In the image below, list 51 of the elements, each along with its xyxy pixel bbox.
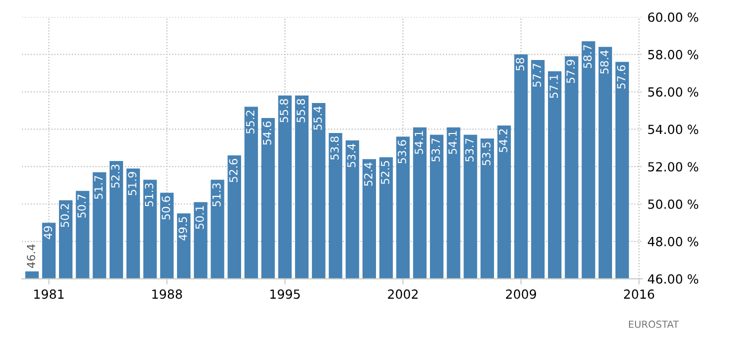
y-tick-label: 48.00 % bbox=[648, 236, 698, 246]
data-label: 49 bbox=[44, 226, 52, 240]
data-label: 54.2 bbox=[498, 129, 508, 152]
text: EUROSTAT bbox=[628, 320, 679, 328]
data-label: 51.9 bbox=[128, 172, 136, 196]
data-label: 52.5 bbox=[380, 161, 390, 184]
y-tick-label: 52.00 % bbox=[648, 162, 698, 172]
data-label: 58.4 bbox=[600, 50, 609, 74]
y-tick-label: 60.00 % bbox=[648, 12, 698, 22]
data-label: 55.8 bbox=[280, 99, 288, 122]
data-label: 52.6 bbox=[229, 158, 238, 182]
data-label: 52.4 bbox=[364, 162, 372, 186]
data-label: 57.1 bbox=[550, 75, 558, 98]
data-label: 46.4 bbox=[26, 244, 36, 268]
y-tick-label: 56.00 % bbox=[648, 87, 698, 97]
data-label: 55.2 bbox=[246, 110, 254, 134]
data-label: 54.1 bbox=[448, 131, 457, 154]
data-label: 49.5 bbox=[178, 217, 187, 240]
data-label: 57.7 bbox=[532, 64, 542, 87]
data-label: 58 bbox=[516, 58, 524, 70]
y-tick-label: 54.00 % bbox=[648, 124, 698, 134]
y-tick-label: 58.00 % bbox=[648, 50, 698, 60]
y-tick-label: 50.00 % bbox=[648, 199, 698, 209]
data-label: 58.7 bbox=[583, 45, 592, 68]
x-tick-label: 2002 bbox=[388, 289, 418, 299]
data-label: 50.2 bbox=[60, 204, 69, 227]
data-label: 55.8 bbox=[296, 99, 306, 122]
data-label: 51.7 bbox=[94, 176, 103, 199]
data-label: 53.4 bbox=[347, 144, 356, 168]
data-label: 50.6 bbox=[162, 196, 170, 220]
x-tick-label: 1995 bbox=[270, 289, 300, 299]
x-tick-label: 2009 bbox=[506, 289, 536, 299]
data-label: 53.7 bbox=[465, 138, 474, 162]
y-tick-label: 46.00 % bbox=[648, 274, 698, 284]
data-label: 54.6 bbox=[262, 121, 272, 145]
data-label: 50.1 bbox=[195, 206, 204, 229]
data-label: 52.3 bbox=[111, 164, 120, 188]
data-label: 53.7 bbox=[432, 138, 440, 162]
data-label: 53.8 bbox=[330, 136, 339, 160]
data-label: 54.1 bbox=[414, 131, 424, 154]
data-label: 55.4 bbox=[314, 106, 322, 130]
data-label: 51.3 bbox=[144, 183, 154, 206]
data-label: 53.5 bbox=[482, 142, 490, 166]
data-label: 51.3 bbox=[212, 183, 221, 206]
data-label: 50.7 bbox=[77, 194, 86, 218]
x-tick-label: 1988 bbox=[152, 289, 182, 299]
x-tick-label: 2016 bbox=[624, 289, 654, 299]
data-label: 57.6 bbox=[616, 65, 626, 89]
data-label: 57.9 bbox=[566, 60, 575, 83]
x-tick-label: 1981 bbox=[34, 289, 64, 299]
data-label: 53.6 bbox=[398, 140, 406, 164]
